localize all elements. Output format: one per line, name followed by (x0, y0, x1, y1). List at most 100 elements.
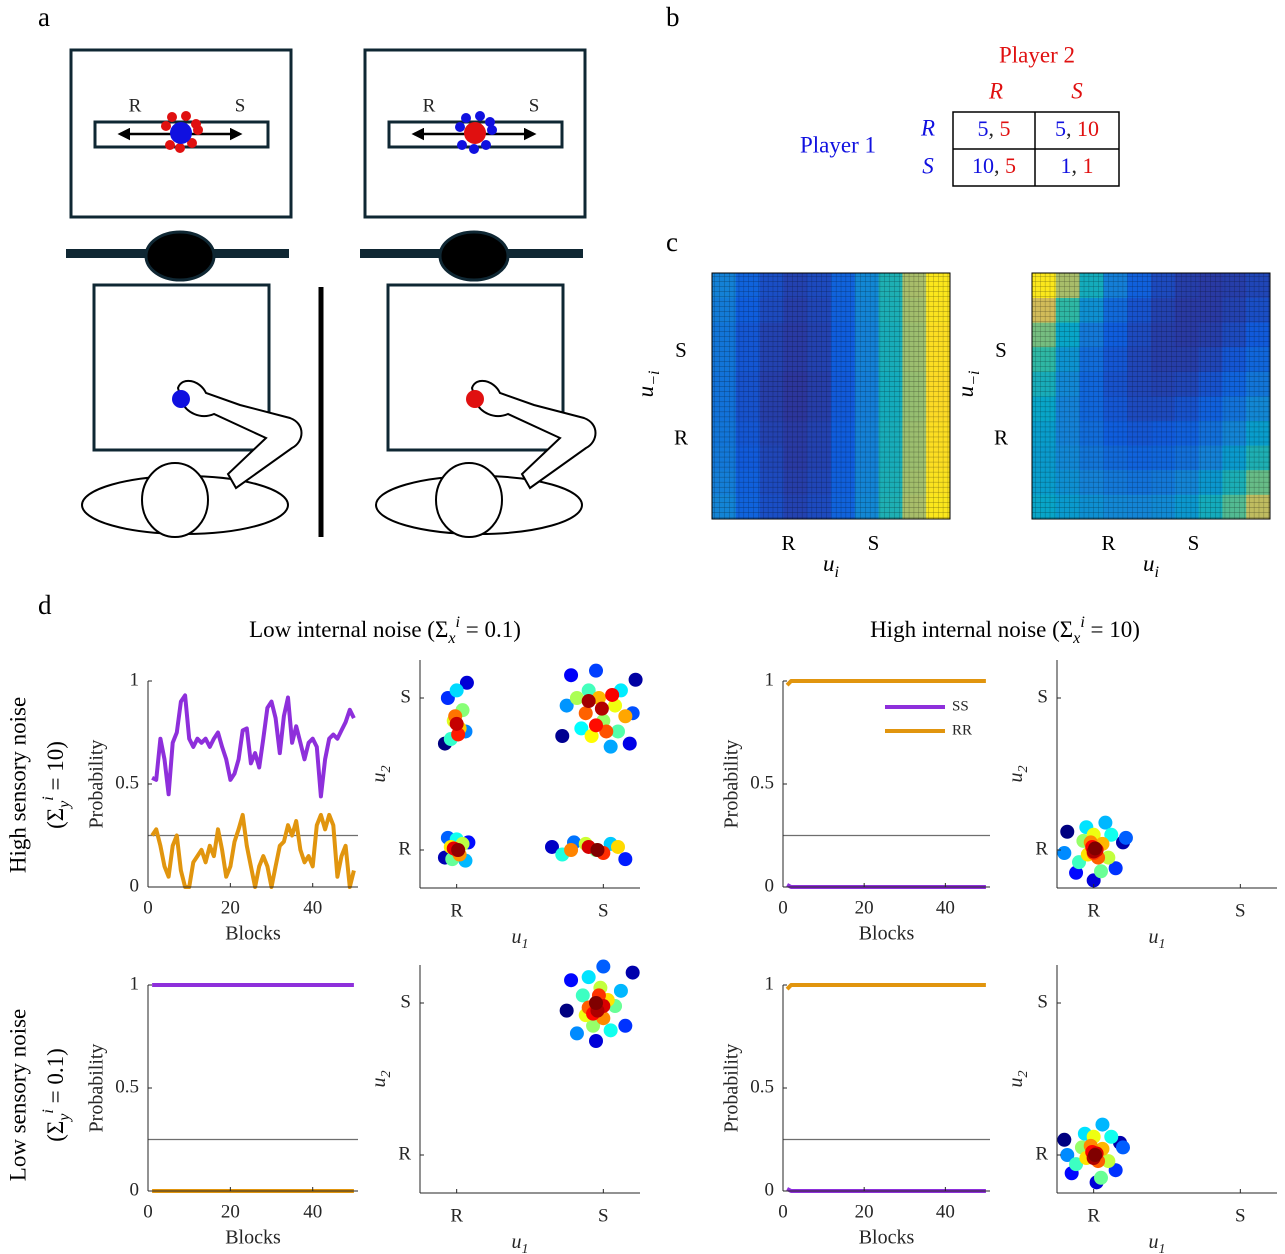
scatter-point (1119, 831, 1133, 845)
y-axis-label: u2 (368, 1071, 395, 1088)
x-tick-label: S (1235, 900, 1246, 921)
row-title: (Σyi = 10) (40, 741, 73, 829)
y-tick-label: S (675, 338, 687, 362)
x-axis-label-part: u (1149, 926, 1159, 948)
column-title-part: = 0.1) (460, 617, 521, 642)
target-label: S (529, 95, 540, 116)
scatter-point (1088, 841, 1102, 855)
scatter-point (1116, 1140, 1130, 1154)
y-tick-label: S (1037, 991, 1048, 1012)
x-axis-label-part: i (1155, 564, 1159, 581)
target-label: R (423, 95, 436, 116)
scatter-point (582, 694, 596, 708)
separator: , (989, 116, 995, 141)
scatter-point (1088, 1148, 1102, 1162)
figure: a b c d R S R S Player 2 (0, 0, 1285, 1254)
series-line (152, 695, 354, 796)
payoff-p1: 5 (978, 116, 989, 141)
row-title: (Σyi = 0.1) (40, 1048, 73, 1142)
y-tick-label: S (1037, 686, 1048, 707)
y-tick-label: R (674, 426, 688, 450)
scatter-point (611, 840, 625, 854)
row-title-part: y (56, 1113, 73, 1123)
series-line (787, 985, 986, 989)
y-axis-label: u2 (368, 766, 395, 783)
scatter-point (582, 970, 596, 984)
row-title-part: = 0.1) (43, 1048, 68, 1109)
mesh (1032, 273, 1270, 519)
target-label: R (129, 95, 142, 116)
x-axis-label-part: 1 (522, 1242, 529, 1254)
x-axis-label-part: u (512, 1231, 522, 1253)
y-tick-label: S (995, 338, 1007, 362)
scatter-point (450, 683, 464, 697)
scatter-point (1094, 1171, 1108, 1185)
x-tick-label: R (1087, 900, 1100, 921)
y-axis-label: u2 (1005, 766, 1032, 783)
column-title-part: High internal noise (Σ (870, 617, 1073, 642)
x-tick-label: S (598, 900, 609, 921)
setup-right: R S (360, 50, 596, 537)
x-axis-label-part: u (1143, 551, 1155, 576)
scatter-point (570, 691, 584, 705)
y-axis-label: Probability (721, 740, 743, 829)
x-axis-label-part: i (835, 564, 839, 581)
y-axis-label-part: u (368, 1078, 390, 1088)
scatter-point (629, 673, 643, 687)
y-tick-label: 0.5 (750, 1076, 774, 1097)
y-axis-label: Probability (721, 1044, 743, 1133)
x-tick-label: 0 (143, 1201, 153, 1222)
scatter-point (596, 960, 610, 974)
separator: , (1066, 116, 1072, 141)
scatter-point (589, 1034, 603, 1048)
y-axis-label-part: 2 (379, 1071, 394, 1078)
y-tick-label: 1 (130, 669, 140, 690)
scatter-point (595, 702, 609, 716)
y-axis-label-part: u (633, 386, 658, 398)
y-axis-label-part: u (953, 386, 978, 398)
setup-left: R S (66, 50, 302, 537)
scatter-point (1094, 864, 1108, 878)
x-tick-label: 0 (778, 1201, 788, 1222)
y-tick-label: 0.5 (115, 772, 139, 793)
scatter-point (564, 843, 578, 857)
row-title-part: y (56, 800, 73, 810)
x-tick-label: 20 (221, 897, 240, 918)
y-tick-label: R (1035, 838, 1048, 859)
scatter-point (604, 740, 618, 754)
column-title: High internal noise (Σxi = 10) (870, 614, 1140, 647)
x-tick-label: 40 (303, 897, 322, 918)
y-axis-label-part: −i (646, 371, 663, 386)
y-tick-label: R (398, 838, 411, 859)
x-axis-label-part: 1 (1159, 937, 1166, 952)
y-axis-label: u−i (953, 371, 982, 398)
payoff-cell: 10, 5 (972, 153, 1016, 178)
scatter-point (623, 737, 637, 751)
payoff-p2: 5 (1000, 116, 1011, 141)
x-axis-label: Blocks (859, 923, 915, 945)
row-title-part: (Σ (43, 1121, 68, 1142)
y-axis-label-part: 2 (1016, 766, 1031, 773)
y-axis-label: u2 (1005, 1071, 1032, 1088)
x-axis-label: u1 (1149, 926, 1166, 953)
scatter-point (579, 706, 593, 720)
y-axis-label-part: 2 (379, 766, 394, 773)
payoff-table: Player 2 R S Player 1 R S 5, 5 5, 10 10,… (800, 42, 1119, 186)
payoff-p2: 1 (1083, 153, 1094, 178)
y-tick-label: R (994, 426, 1008, 450)
x-tick-label: R (1101, 531, 1115, 555)
scatter-point (1095, 1118, 1109, 1132)
column-player: Player 2 (999, 42, 1075, 67)
scatter-point (604, 1023, 618, 1037)
y-tick-label: S (400, 991, 411, 1012)
y-axis-label-part: 2 (1016, 1071, 1031, 1078)
scatter-point (1060, 825, 1074, 839)
x-tick-label: 40 (936, 897, 955, 918)
row-title: Low sensory noise (5, 1009, 30, 1181)
target-label: S (235, 95, 246, 116)
scatter-point (570, 1026, 584, 1040)
payoff-p1: 1 (1061, 153, 1072, 178)
x-tick-label: 40 (936, 1201, 955, 1222)
panel-label: b (666, 2, 680, 32)
scatter-point (605, 688, 619, 702)
